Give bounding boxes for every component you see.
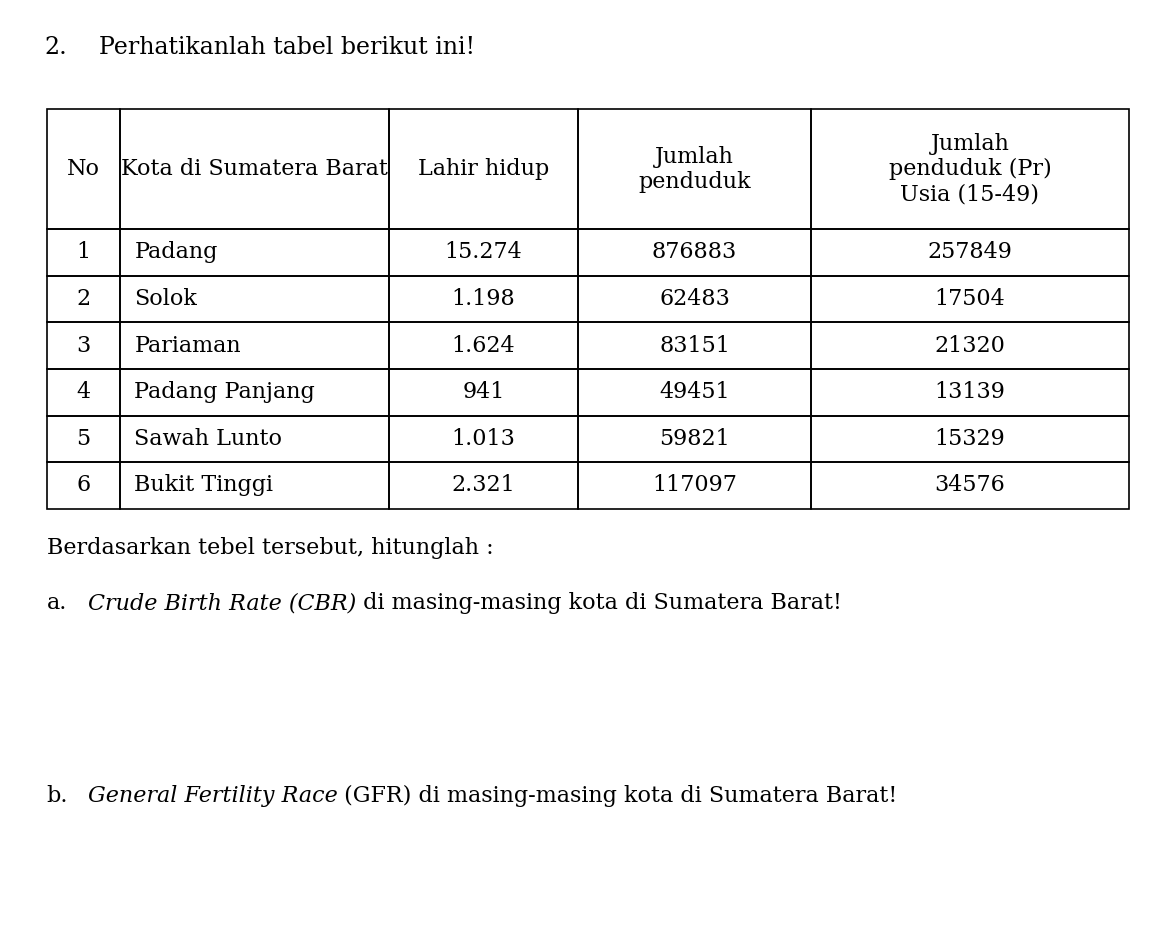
Text: 2.321: 2.321 xyxy=(452,475,515,496)
Text: Crude Birth Rate (CBR): Crude Birth Rate (CBR) xyxy=(88,592,356,614)
Text: 34576: 34576 xyxy=(935,475,1005,496)
Text: 21320: 21320 xyxy=(935,335,1005,357)
Text: 62483: 62483 xyxy=(659,288,730,310)
Text: 117097: 117097 xyxy=(652,475,737,496)
Text: 3: 3 xyxy=(76,335,91,357)
Text: 83151: 83151 xyxy=(659,335,730,357)
Text: 15.274: 15.274 xyxy=(445,242,522,263)
Text: Berdasarkan tebel tersebut, hitunglah :: Berdasarkan tebel tersebut, hitunglah : xyxy=(47,537,494,559)
Text: 6: 6 xyxy=(76,475,90,496)
Text: No: No xyxy=(67,158,101,181)
Text: 1: 1 xyxy=(76,242,90,263)
Text: 17504: 17504 xyxy=(935,288,1005,310)
Text: 1.624: 1.624 xyxy=(452,335,515,357)
Text: Padang Panjang: Padang Panjang xyxy=(135,381,315,403)
Text: Perhatikanlah tabel berikut ini!: Perhatikanlah tabel berikut ini! xyxy=(99,36,475,59)
Text: a.: a. xyxy=(47,592,67,614)
Text: 59821: 59821 xyxy=(659,428,730,450)
Text: 2.: 2. xyxy=(44,36,67,59)
Text: Lahir hidup: Lahir hidup xyxy=(418,158,549,181)
Text: 1.198: 1.198 xyxy=(452,288,515,310)
Text: 49451: 49451 xyxy=(659,381,730,403)
Text: 5: 5 xyxy=(76,428,90,450)
Text: Bukit Tinggi: Bukit Tinggi xyxy=(135,475,274,496)
Text: 941: 941 xyxy=(462,381,504,403)
Text: Solok: Solok xyxy=(135,288,198,310)
Text: Kota di Sumatera Barat: Kota di Sumatera Barat xyxy=(122,158,388,181)
Text: 13139: 13139 xyxy=(935,381,1005,403)
Text: 4: 4 xyxy=(76,381,90,403)
Text: 257849: 257849 xyxy=(928,242,1012,263)
Text: 876883: 876883 xyxy=(652,242,737,263)
Text: Padang: Padang xyxy=(135,242,218,263)
Text: 15329: 15329 xyxy=(935,428,1005,450)
Text: General Fertility Race: General Fertility Race xyxy=(88,785,337,806)
Text: Pariaman: Pariaman xyxy=(135,335,241,357)
Text: 1.013: 1.013 xyxy=(452,428,516,450)
Text: b.: b. xyxy=(47,785,68,806)
Text: di masing-masing kota di Sumatera Barat!: di masing-masing kota di Sumatera Barat! xyxy=(356,592,842,614)
Text: Jumlah
penduduk: Jumlah penduduk xyxy=(638,146,751,193)
Text: Sawah Lunto: Sawah Lunto xyxy=(135,428,282,450)
Text: (GFR) di masing-masing kota di Sumatera Barat!: (GFR) di masing-masing kota di Sumatera … xyxy=(337,785,897,806)
Text: 2: 2 xyxy=(76,288,90,310)
Text: Jumlah
penduduk (Pr)
Usia (15-49): Jumlah penduduk (Pr) Usia (15-49) xyxy=(888,133,1052,205)
